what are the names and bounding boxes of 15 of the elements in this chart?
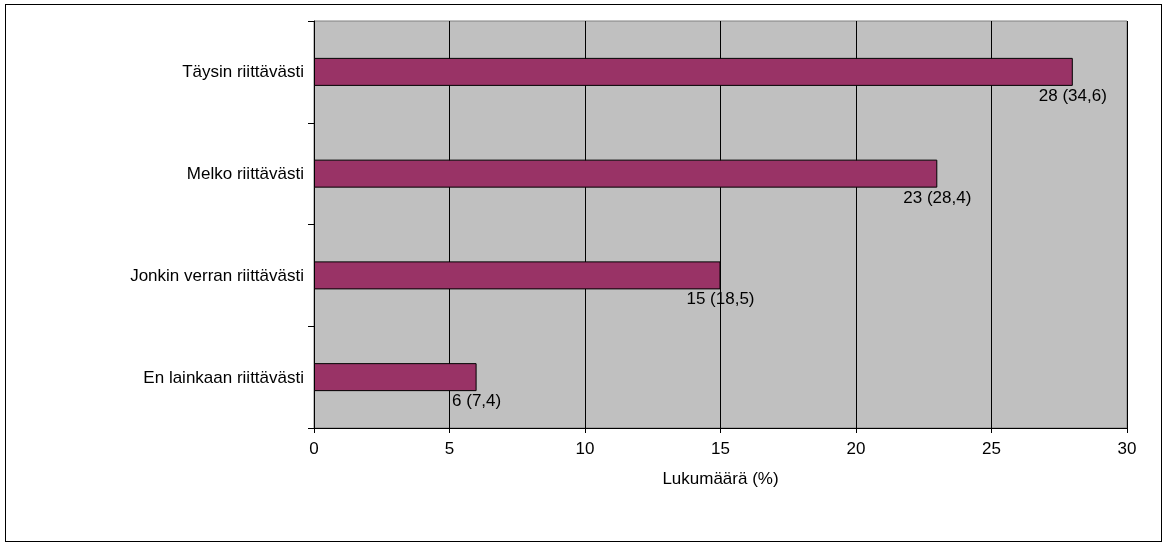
y-tick-label: Jonkin verran riittävästi — [130, 265, 304, 285]
x-tick-label: 10 — [575, 439, 595, 458]
x-axis-title: Lukumäärä (%) — [662, 469, 779, 488]
data-label: 23 (28,4) — [903, 187, 972, 207]
x-tick-label: 25 — [982, 439, 1001, 458]
y-tick-label: Melko riittävästi — [186, 164, 304, 184]
x-tick-label: 0 — [309, 439, 319, 458]
data-label: 6 (7,4) — [452, 391, 502, 411]
data-label: 28 (34,6) — [1038, 85, 1107, 105]
x-tick-label: 5 — [444, 439, 455, 458]
x-tick-label: 30 — [1117, 439, 1137, 458]
x-tick-label: 20 — [846, 439, 866, 458]
x-tick-label: 15 — [711, 439, 730, 458]
y-tick-label: Täysin riittävästi — [182, 62, 304, 82]
y-tick-label: En lainkaan riittävästi — [143, 367, 304, 387]
